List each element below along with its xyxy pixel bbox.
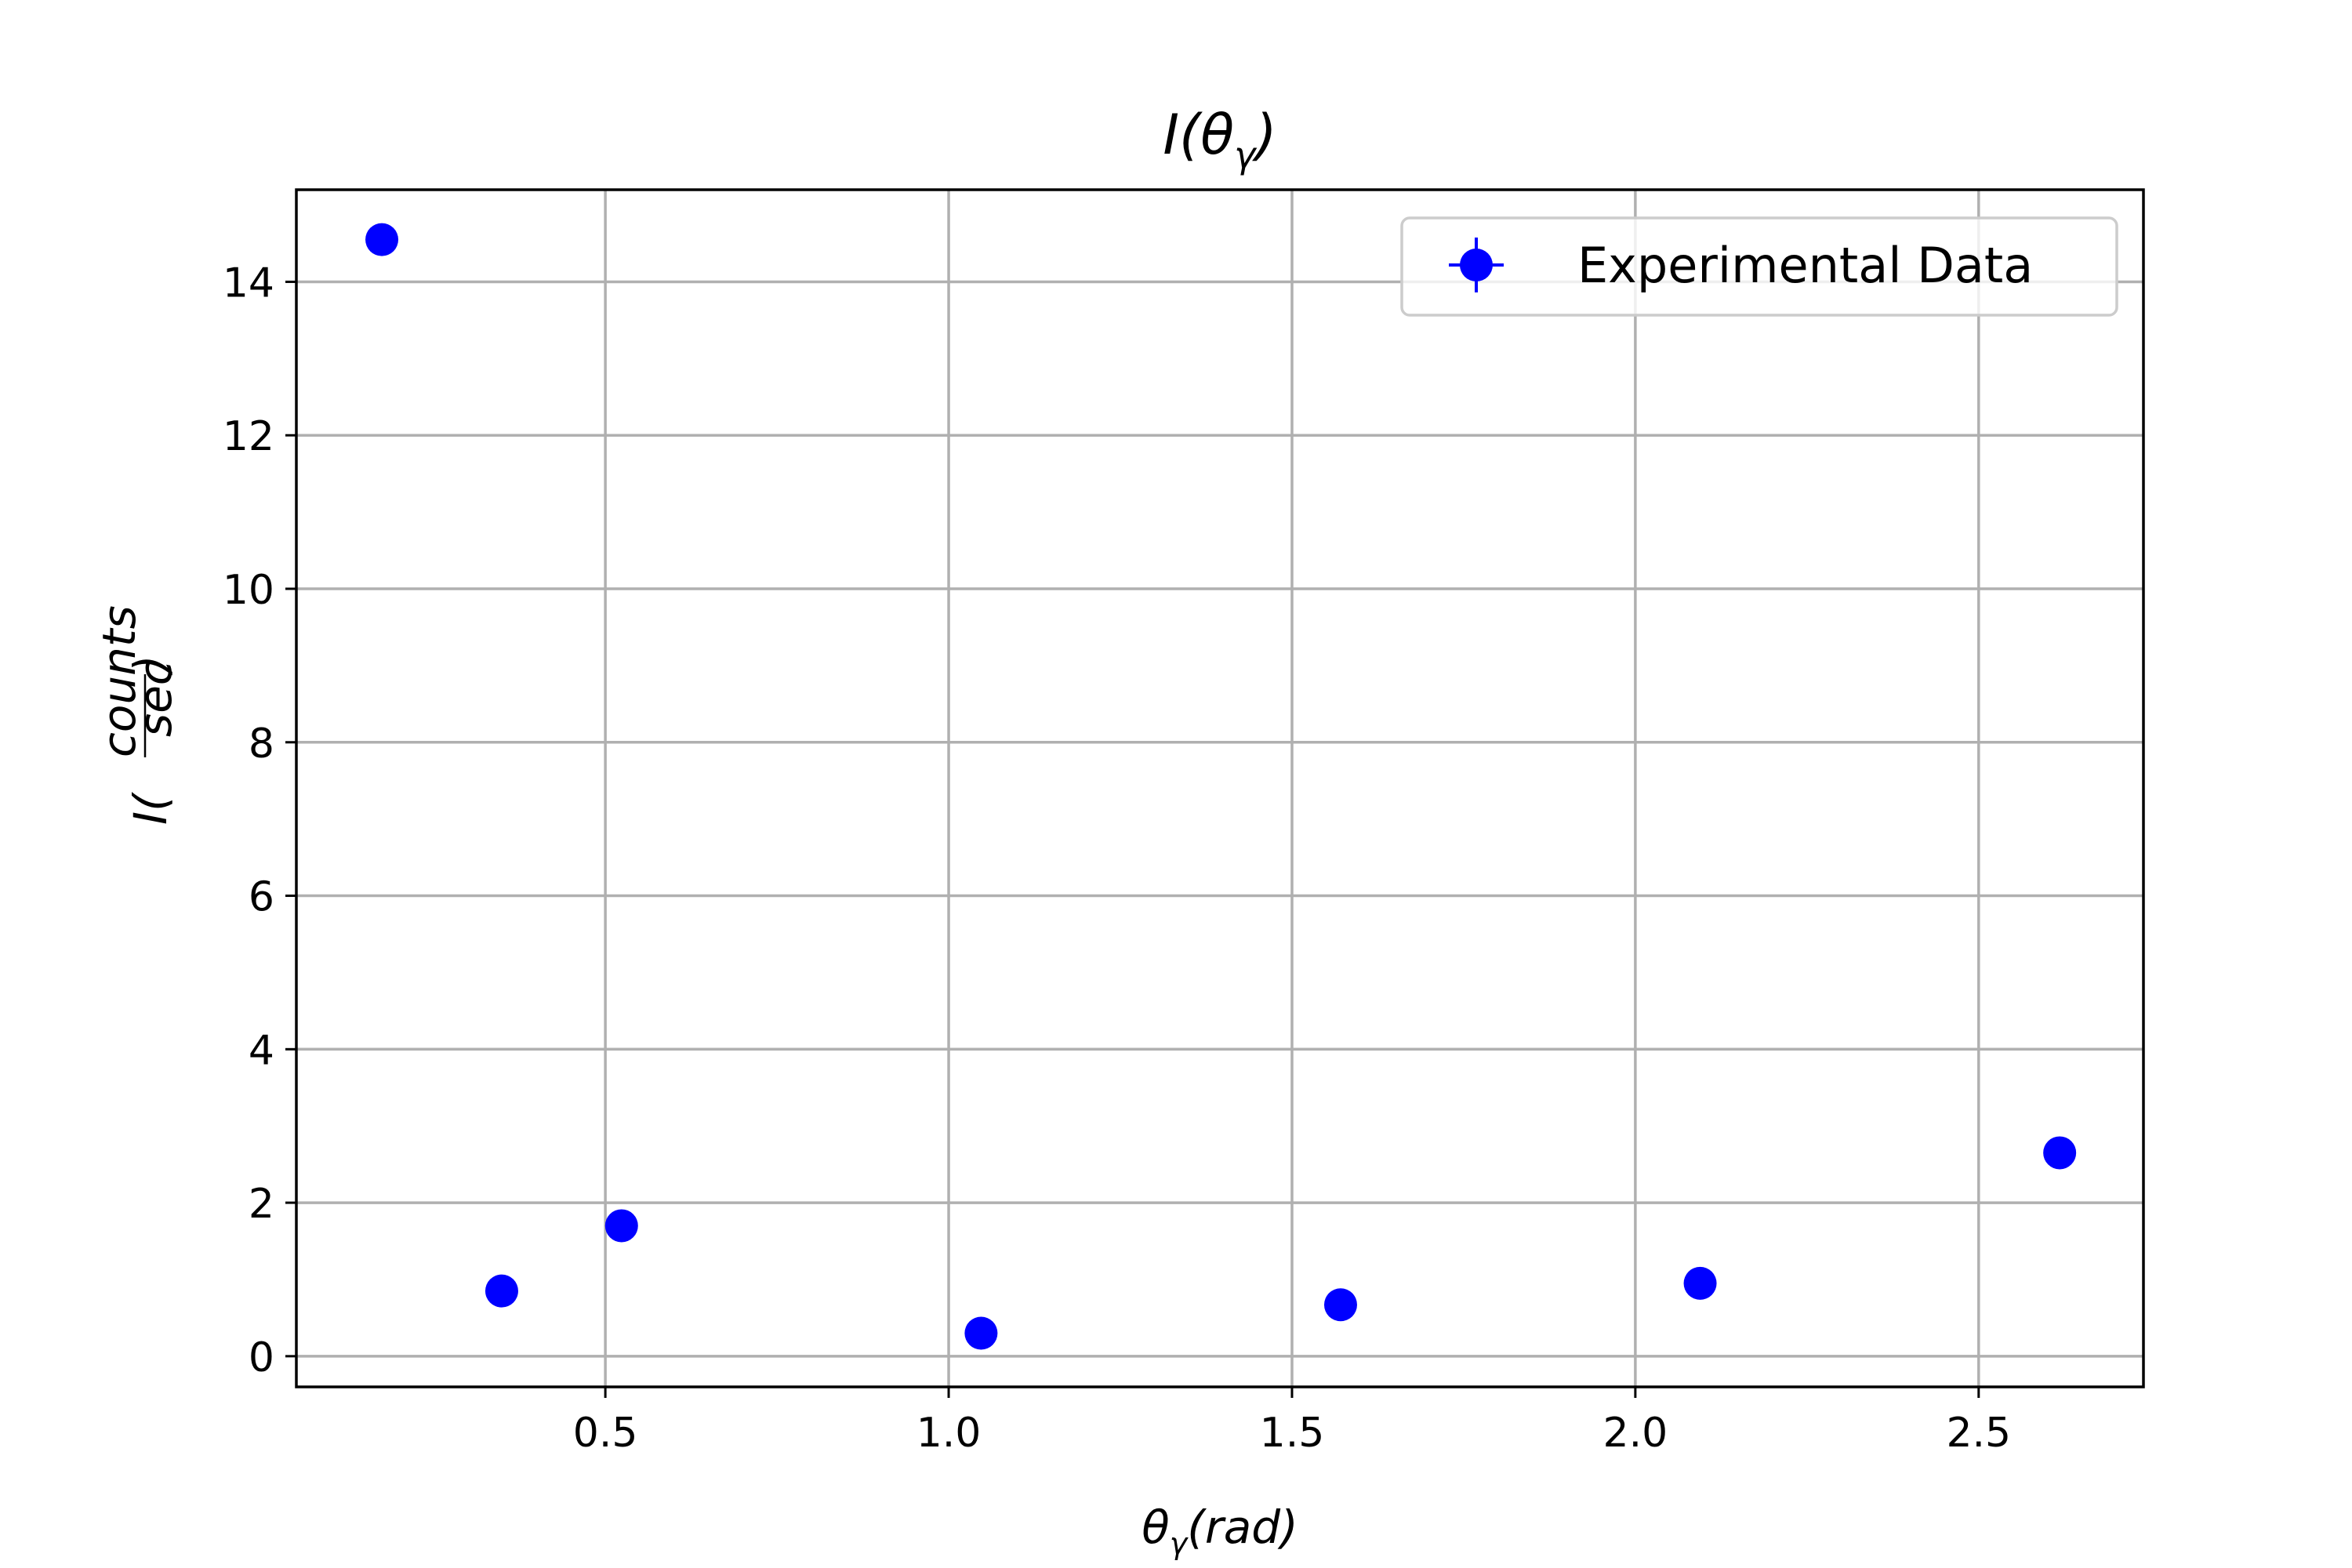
- x-tick-label: 2.5: [1946, 1410, 2011, 1457]
- y-axis-label-denominator: sec: [129, 660, 182, 737]
- y-tick-label: 12: [223, 413, 274, 460]
- data-point: [365, 223, 399, 256]
- y-axis-label-tail: ): [124, 655, 177, 676]
- data-point: [964, 1316, 998, 1350]
- y-axis-label: I( counts sec ): [93, 605, 182, 825]
- legend-box: [1400, 216, 2118, 317]
- y-tick-label: 4: [249, 1027, 274, 1074]
- data-point: [1323, 1288, 1357, 1322]
- y-axis-label-base: I(: [124, 792, 177, 825]
- legend: Experimental Data: [1400, 216, 2118, 317]
- legend-label: Experimental Data: [1577, 237, 2033, 294]
- data-points: [365, 223, 2077, 1350]
- y-axis-label-numerator: counts: [93, 605, 146, 757]
- x-tick-label: 1.5: [1260, 1410, 1325, 1457]
- data-point: [485, 1274, 518, 1308]
- y-tick-label: 2: [249, 1181, 274, 1228]
- grid: [296, 190, 2143, 1387]
- x-tick-label: 2.0: [1603, 1410, 1668, 1457]
- legend-marker: [1460, 249, 1493, 281]
- y-tick-label: 8: [249, 720, 274, 768]
- y-tick-label: 6: [249, 874, 274, 921]
- y-tick-label: 0: [249, 1334, 274, 1381]
- data-point: [1683, 1266, 1717, 1300]
- x-tick-label: 1.0: [916, 1410, 982, 1457]
- chart-title: I(θγ): [1163, 103, 1276, 176]
- x-axis-ticks: 0.5 1.0 1.5 2.0 2.5: [573, 1387, 2011, 1457]
- x-axis-label: θγ(rad): [1142, 1501, 1298, 1561]
- plot-frame: [295, 188, 2145, 1388]
- data-point: [2043, 1136, 2077, 1170]
- data-point: [604, 1209, 638, 1243]
- y-tick-label: 14: [223, 260, 274, 307]
- y-tick-label: 10: [223, 567, 274, 614]
- y-axis-ticks: 0 2 4 6 8 10 12 14: [223, 260, 296, 1381]
- x-tick-label: 0.5: [573, 1410, 638, 1457]
